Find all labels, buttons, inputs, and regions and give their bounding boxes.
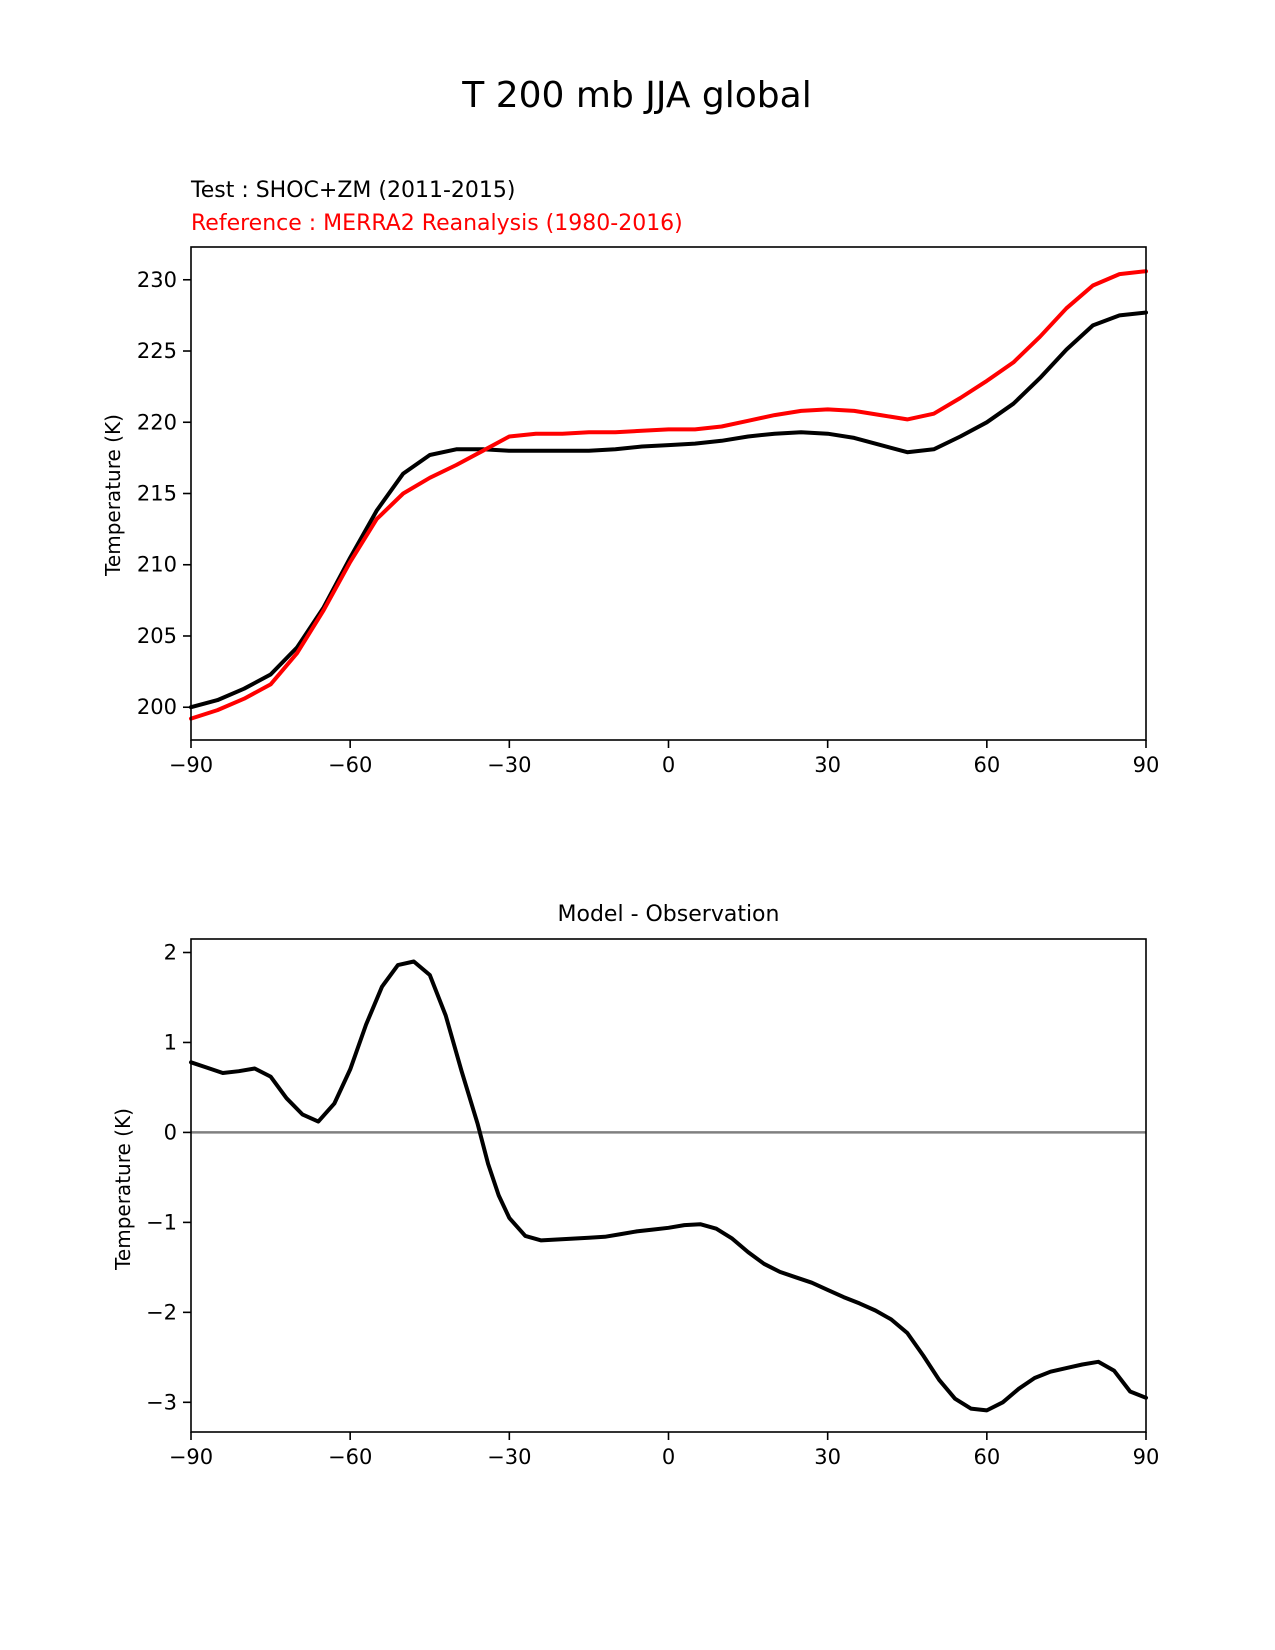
bottom-y-tick-label: −3 xyxy=(146,1390,177,1414)
bottom-y-tick-label: −1 xyxy=(146,1210,177,1234)
top-series-test xyxy=(189,310,1148,710)
bottom-y-tick-label: 0 xyxy=(164,1120,177,1144)
top-y-tick-label: 220 xyxy=(137,410,177,434)
top-x-tick-label: 30 xyxy=(814,753,841,777)
top-x-tick-label: 0 xyxy=(662,753,675,777)
bottom-x-tick-label: 60 xyxy=(973,1445,1000,1469)
top-y-axis-label: Temperature (K) xyxy=(101,414,125,577)
bottom-x-tick-label: 30 xyxy=(814,1445,841,1469)
bottom-x-tick-label: −30 xyxy=(487,1445,531,1469)
top-x-tick-label: −30 xyxy=(487,753,531,777)
top-plot-frame xyxy=(190,246,1147,741)
bottom-y-tick-label: −2 xyxy=(146,1300,177,1324)
figure-title: T 200 mb JJA global xyxy=(461,75,811,116)
top-y-tick-label: 225 xyxy=(137,339,177,363)
top-x-tick-label: 90 xyxy=(1133,753,1160,777)
bottom-panel-title: Model - Observation xyxy=(558,902,780,927)
legend-test-label: Test : SHOC+ZM (2011-2015) xyxy=(190,178,515,203)
top-x-tick-label: −90 xyxy=(169,753,213,777)
legend-reference-label: Reference : MERRA2 Reanalysis (1980-2016… xyxy=(191,211,683,236)
top-y-tick-label: 215 xyxy=(137,482,177,506)
bottom-x-tick-label: −90 xyxy=(169,1445,213,1469)
top-panel: Test : SHOC+ZM (2011-2015) Reference : M… xyxy=(101,178,1159,777)
top-y-tick-label: 210 xyxy=(137,553,177,577)
bottom-x-tick-label: −60 xyxy=(328,1445,372,1469)
bottom-x-tick-label: 0 xyxy=(662,1445,675,1469)
top-x-tick-label: −60 xyxy=(328,753,372,777)
top-y-tick-label: 205 xyxy=(137,624,177,648)
bottom-series-model-observation xyxy=(189,959,1148,1413)
top-x-tick-label: 60 xyxy=(973,753,1000,777)
top-series-reference xyxy=(189,269,1148,721)
bottom-x-tick-label: 90 xyxy=(1133,1445,1160,1469)
bottom-y-tick-label: 2 xyxy=(164,940,177,964)
bottom-panel: Model - Observation Temperature (K) −90 −… xyxy=(111,902,1159,1469)
bottom-y-axis-label: Temperature (K) xyxy=(111,1108,135,1271)
top-y-tick-label: 200 xyxy=(137,695,177,719)
bottom-y-tick-label: 1 xyxy=(164,1030,177,1054)
bottom-plot-frame xyxy=(190,938,1147,1433)
top-y-tick-label: 230 xyxy=(137,268,177,292)
